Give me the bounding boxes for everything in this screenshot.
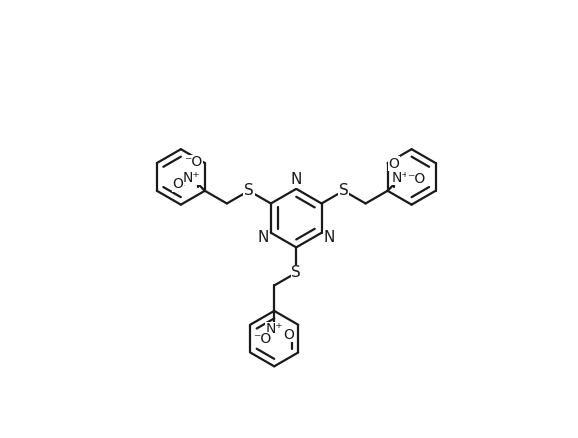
Text: N: N [291, 172, 302, 187]
Text: N⁺: N⁺ [392, 171, 409, 185]
Text: S: S [291, 265, 301, 280]
Text: S: S [244, 183, 254, 198]
Text: O: O [172, 177, 183, 191]
Text: O: O [283, 328, 294, 342]
Text: N⁺: N⁺ [265, 322, 283, 336]
Text: S: S [339, 183, 349, 198]
Text: O: O [388, 157, 399, 171]
Text: N⁺: N⁺ [183, 171, 201, 185]
Text: ⁻O: ⁻O [184, 155, 202, 170]
Text: ⁻O: ⁻O [253, 332, 272, 346]
Text: ⁻O: ⁻O [407, 172, 425, 186]
Text: N: N [257, 230, 269, 245]
Text: N: N [324, 230, 335, 245]
